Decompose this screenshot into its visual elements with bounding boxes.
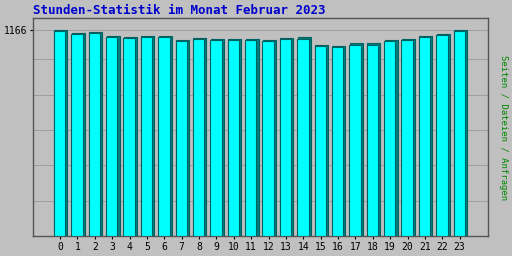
Bar <box>71 34 83 236</box>
Bar <box>245 40 257 236</box>
Bar <box>332 47 344 236</box>
Bar <box>419 37 430 236</box>
Bar <box>123 38 135 236</box>
Bar <box>72 33 85 236</box>
Bar <box>401 40 413 236</box>
Bar <box>211 39 224 236</box>
Bar <box>297 37 311 236</box>
Bar <box>141 37 152 236</box>
Text: Stunden-Statistik im Monat Februar 2023: Stunden-Statistik im Monat Februar 2023 <box>33 4 326 17</box>
Bar <box>176 40 189 236</box>
Bar <box>350 44 363 236</box>
Bar <box>437 34 450 236</box>
Bar <box>384 41 395 236</box>
Bar <box>246 39 259 236</box>
Bar <box>349 45 361 236</box>
Bar <box>314 46 326 236</box>
Bar <box>106 36 120 236</box>
Y-axis label: Seiten / Dateien / Anfragen: Seiten / Dateien / Anfragen <box>499 55 508 200</box>
Bar <box>280 38 293 236</box>
Bar <box>262 41 274 236</box>
Bar <box>158 37 169 236</box>
Bar <box>454 30 467 236</box>
Bar <box>124 37 137 236</box>
Bar <box>367 45 378 236</box>
Bar <box>89 33 100 236</box>
Bar <box>141 36 154 236</box>
Bar <box>176 41 187 236</box>
Bar <box>228 39 241 236</box>
Bar <box>367 44 380 236</box>
Bar <box>280 39 291 236</box>
Bar <box>315 45 328 236</box>
Bar <box>454 31 465 236</box>
Bar <box>54 30 68 236</box>
Bar <box>210 40 222 236</box>
Bar <box>332 46 346 236</box>
Bar <box>385 40 397 236</box>
Bar <box>228 40 239 236</box>
Bar <box>402 39 415 236</box>
Bar <box>297 39 309 236</box>
Bar <box>193 39 204 236</box>
Bar <box>54 31 66 236</box>
Bar <box>106 37 117 236</box>
Bar <box>436 35 447 236</box>
Bar <box>194 38 206 236</box>
Bar <box>89 32 102 236</box>
Bar <box>263 40 276 236</box>
Bar <box>419 36 432 236</box>
Bar <box>159 36 172 236</box>
